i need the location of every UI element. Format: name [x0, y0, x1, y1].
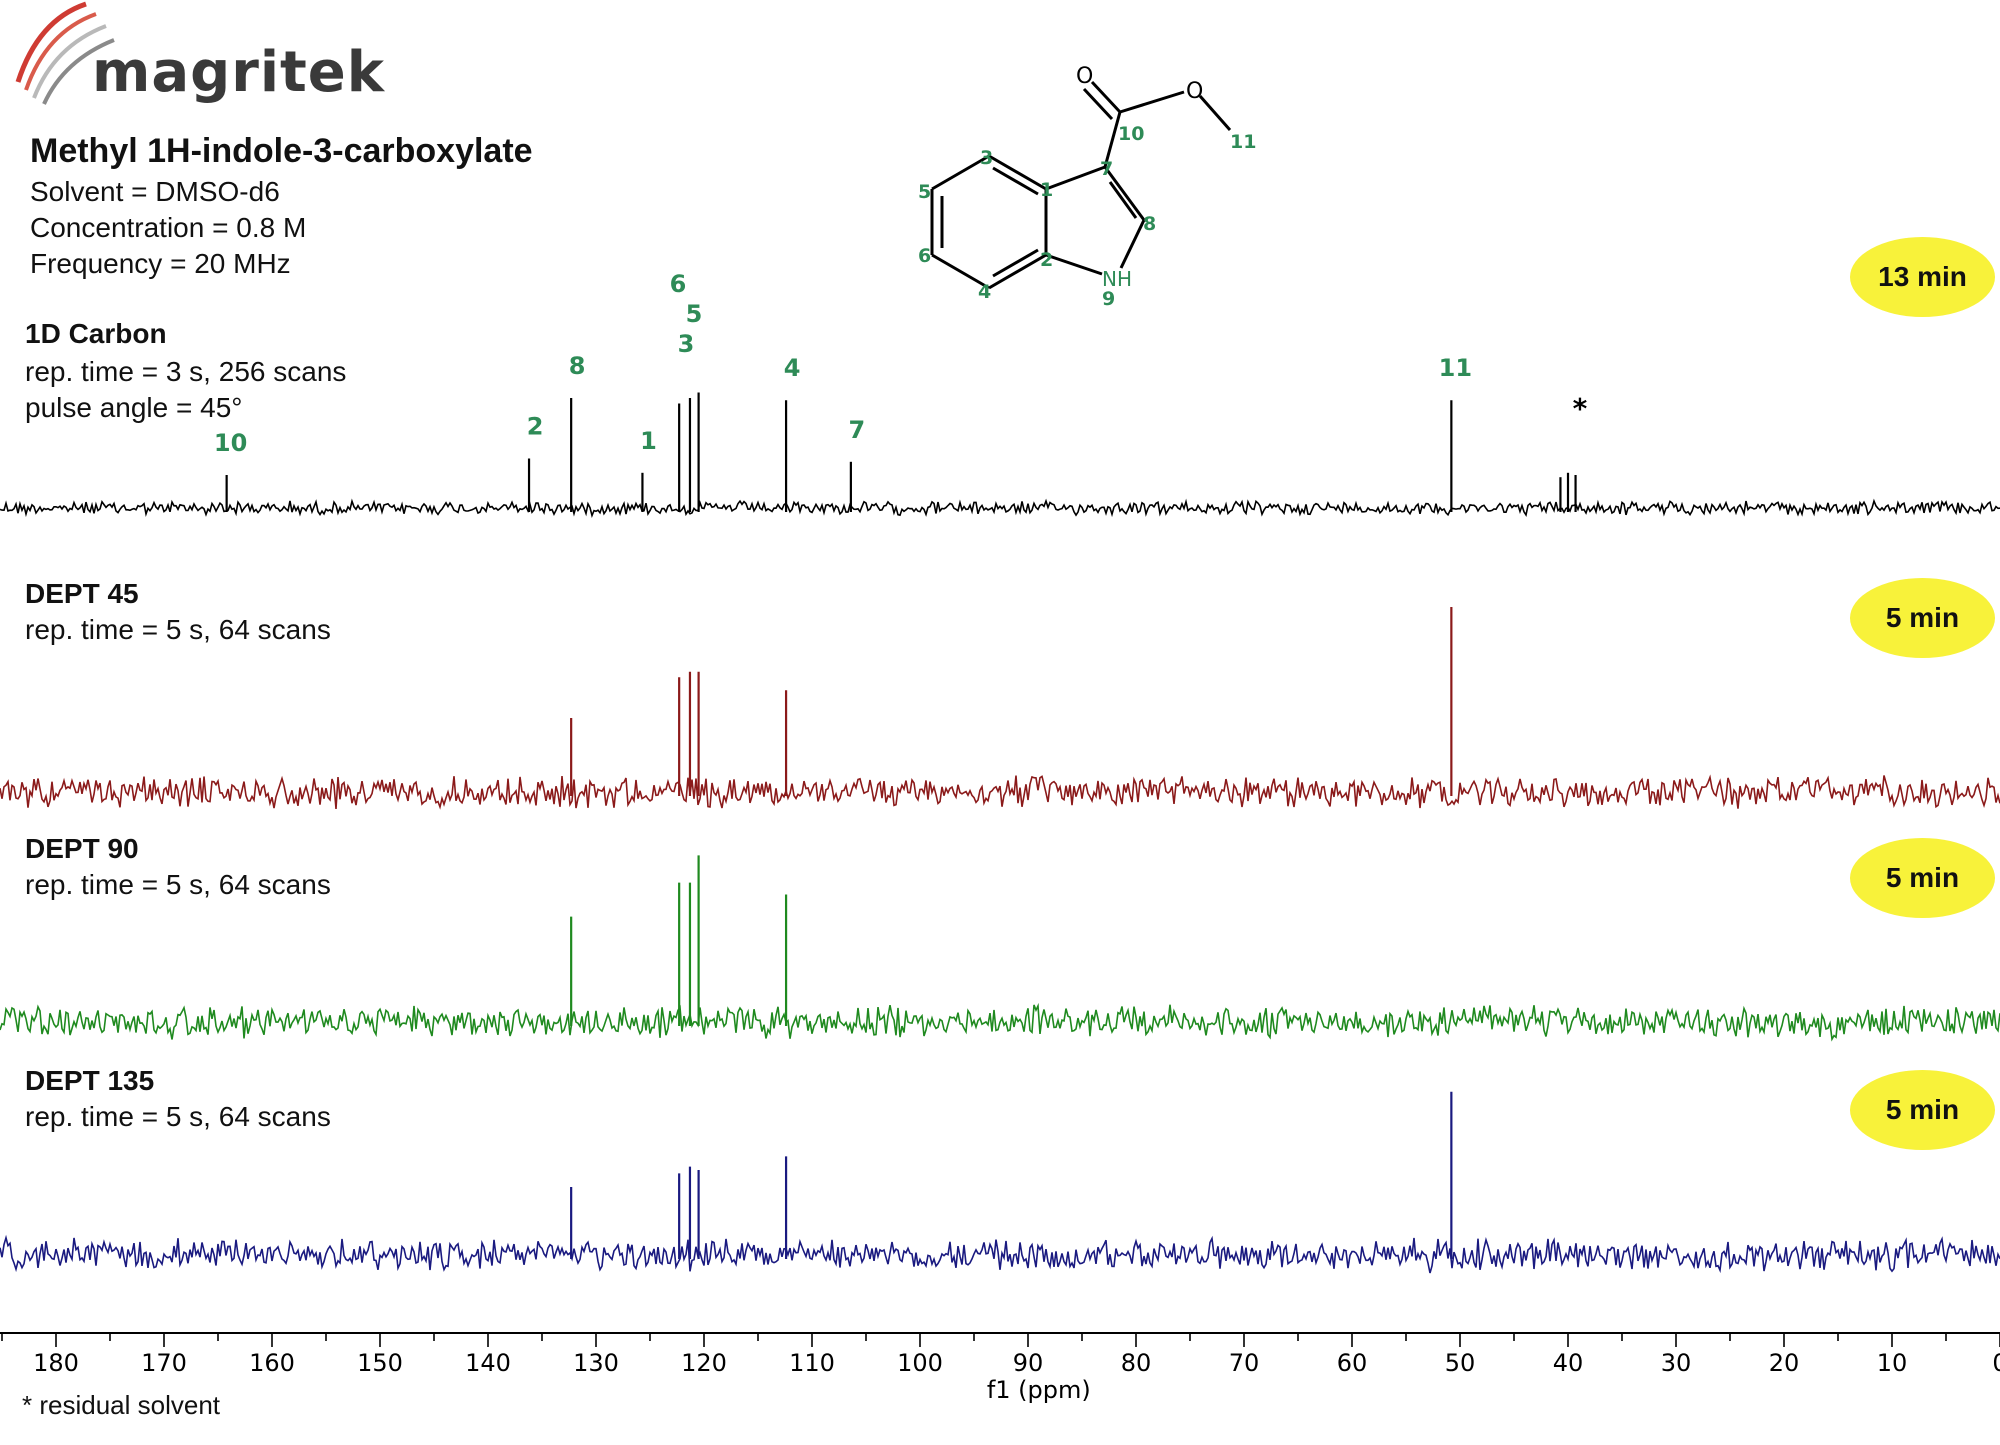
x-tick-label-130: 130 [573, 1349, 619, 1377]
x-tick-label-0: 0 [1992, 1349, 2000, 1377]
x-tick-label-80: 80 [1121, 1349, 1152, 1377]
peak-label-8: 8 [569, 352, 586, 380]
section-title-carbon: 1D Carbon [25, 318, 167, 349]
solvent-line: Solvent = DMSO-d6 [30, 176, 280, 207]
peak-label-10: 10 [214, 429, 247, 457]
atom-num-3: 3 [980, 147, 993, 169]
section-info-dept135: rep. time = 5 s, 64 scans [25, 1101, 331, 1132]
concentration-line: Concentration = 0.8 M [30, 212, 307, 243]
atom-num-2: 2 [1040, 249, 1053, 271]
section-info-carbon-2: pulse angle = 45° [25, 392, 243, 423]
x-tick-label-20: 20 [1769, 1349, 1800, 1377]
section-info-dept90: rep. time = 5 s, 64 scans [25, 869, 331, 900]
x-tick-label-170: 170 [141, 1349, 187, 1377]
x-tick-label-10: 10 [1877, 1349, 1908, 1377]
x-tick-label-150: 150 [357, 1349, 403, 1377]
x-tick-label-140: 140 [465, 1349, 511, 1377]
section-title-dept90: DEPT 90 [25, 833, 139, 864]
atom-num-1: 1 [1040, 179, 1053, 201]
x-tick-label-40: 40 [1553, 1349, 1584, 1377]
logo-swoosh-icon [15, 1, 115, 105]
x-tick-label-70: 70 [1229, 1349, 1260, 1377]
compound-title: Methyl 1H-indole-3-carboxylate [30, 132, 533, 170]
atom-num-10: 10 [1118, 123, 1144, 145]
time-badge-dept135: 5 min [1850, 1070, 1995, 1150]
frequency-line: Frequency = 20 MHz [30, 248, 291, 279]
peak-label-2: 2 [527, 413, 544, 441]
x-tick-label-30: 30 [1661, 1349, 1692, 1377]
baseline-1 [0, 774, 2000, 810]
atom-num-5: 5 [918, 181, 931, 203]
time-badge-carbon: 13 min [1850, 237, 1995, 317]
atom-num-4: 4 [978, 281, 991, 303]
nh-label: NH [1102, 267, 1132, 291]
peak-label-7: 7 [849, 416, 866, 444]
x-tick-label-120: 120 [681, 1349, 727, 1377]
time-badge-dept45: 5 min [1850, 578, 1995, 658]
section-info-carbon-1: rep. time = 3 s, 256 scans [25, 356, 347, 387]
footnote-residual-solvent: * residual solvent [22, 1390, 220, 1420]
x-tick-label-90: 90 [1013, 1349, 1044, 1377]
peak-label-4: 4 [784, 354, 801, 382]
x-tick-label-100: 100 [897, 1349, 943, 1377]
peak-label-11: 11 [1439, 354, 1472, 382]
x-axis-title: f1 (ppm) [987, 1376, 1091, 1404]
x-tick-label-160: 160 [249, 1349, 295, 1377]
time-badge-dept90: 5 min [1850, 838, 1995, 918]
baseline-3 [0, 1234, 2000, 1274]
residual-solvent-marker: * [1573, 392, 1588, 425]
peak-label-1: 1 [640, 427, 657, 455]
x-tick-label-180: 180 [33, 1349, 79, 1377]
peak-label-3: 3 [678, 330, 695, 358]
baseline-0 [0, 498, 2000, 519]
section-title-dept135: DEPT 135 [25, 1065, 155, 1096]
oxygen-ester-label: O [1186, 79, 1203, 104]
molecule-structure: O O NH 1 2 3 4 5 6 7 8 9 10 11 [918, 64, 1256, 310]
section-info-dept45: rep. time = 5 s, 64 scans [25, 614, 331, 645]
atom-num-11: 11 [1230, 131, 1256, 153]
oxygen-carbonyl-label: O [1076, 64, 1093, 89]
peak-label-5: 5 [686, 300, 703, 328]
logo: magritek [10, 0, 384, 110]
x-tick-label-50: 50 [1445, 1349, 1476, 1377]
x-tick-label-60: 60 [1337, 1349, 1368, 1377]
atom-num-7: 7 [1100, 158, 1113, 180]
atom-num-6: 6 [918, 245, 931, 267]
section-title-dept45: DEPT 45 [25, 578, 139, 609]
logo-text: magritek [92, 40, 386, 105]
peak-label-6: 6 [670, 270, 687, 298]
atom-num-9: 9 [1102, 288, 1115, 310]
baseline-2 [0, 1002, 2000, 1042]
atom-num-8: 8 [1143, 213, 1156, 235]
x-tick-label-110: 110 [789, 1349, 835, 1377]
